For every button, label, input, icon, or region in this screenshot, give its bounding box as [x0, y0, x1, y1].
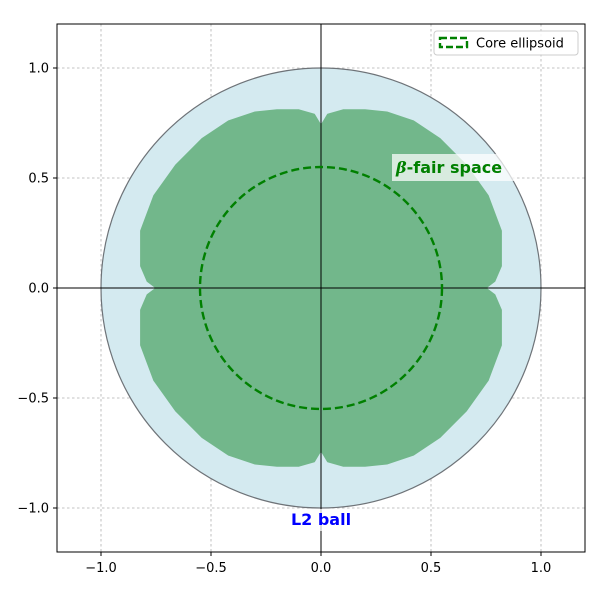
- fair-label-box: [392, 154, 516, 181]
- y-tick-label: −1.0: [17, 502, 49, 517]
- l2-ball-label: L2 ball: [291, 510, 351, 529]
- y-tick-label: 1.0: [28, 62, 49, 77]
- plot-area: β-fair space L2 ball −1.0 −0.5 0.0 0.5 1.0 −1.0…: [17, 23, 586, 576]
- y-tick-label: 0.5: [28, 172, 49, 187]
- x-tick-label: −0.5: [195, 561, 227, 576]
- legend-label-core-ellipsoid: Core ellipsoid: [476, 37, 564, 52]
- fair-space-label-math: β: [395, 158, 407, 177]
- fair-space-label: β-fair space: [395, 158, 502, 177]
- y-tick-label: −0.5: [17, 392, 49, 407]
- fair-space-label-text: -fair space: [407, 158, 503, 177]
- legend-box: [433, 30, 579, 56]
- core-ellipsoid-line: [198, 165, 444, 411]
- legend-swatch-core-ellipsoid: [438, 36, 469, 49]
- l2-label-box: [287, 509, 355, 531]
- y-tick-label: 0.0: [28, 282, 49, 297]
- x-tick-label: 0.0: [311, 561, 332, 576]
- x-tick-label: −1.0: [85, 561, 117, 576]
- legend: Core ellipsoid: [433, 30, 579, 56]
- x-tick-label: 1.0: [531, 561, 552, 576]
- x-tick-label: 0.5: [421, 561, 442, 576]
